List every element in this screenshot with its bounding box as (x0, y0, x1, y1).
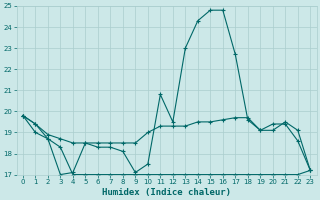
X-axis label: Humidex (Indice chaleur): Humidex (Indice chaleur) (102, 188, 231, 197)
